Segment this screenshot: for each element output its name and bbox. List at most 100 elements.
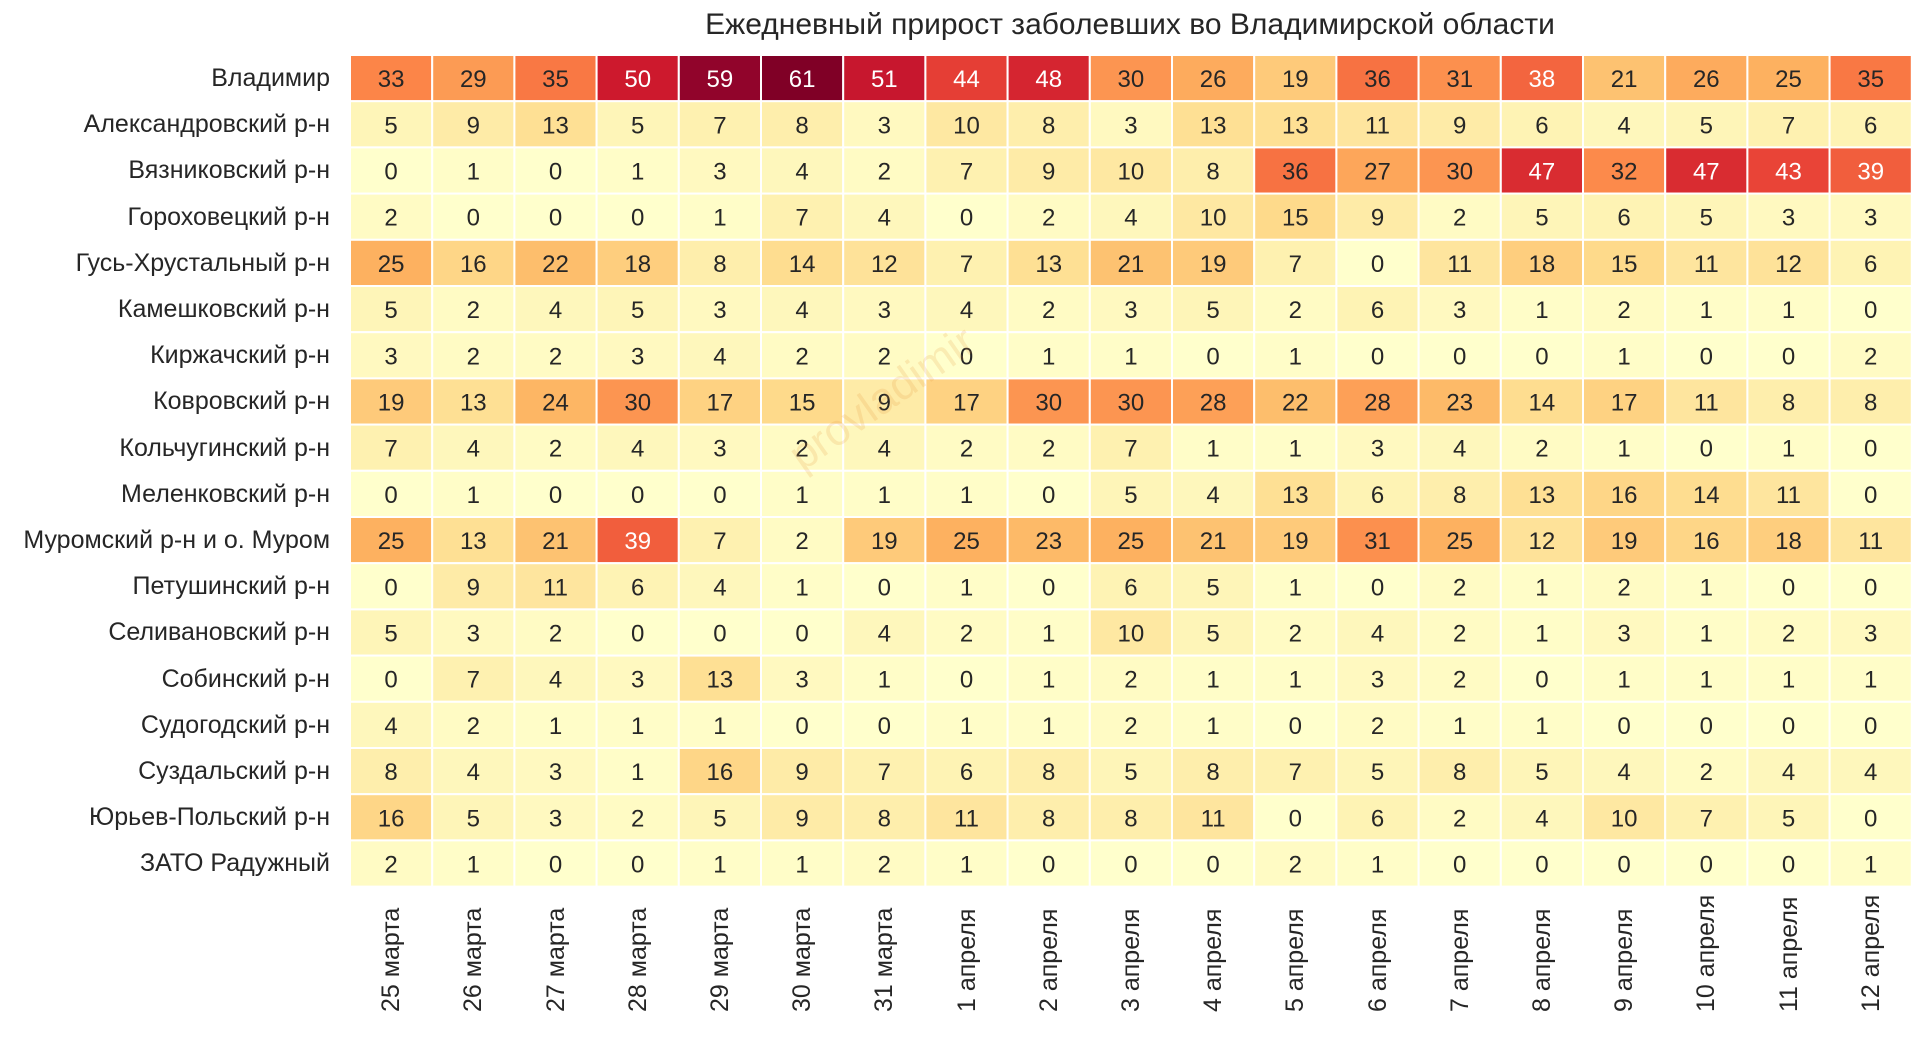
heatmap-cell bbox=[431, 839, 516, 888]
heatmap-cell-label: 3 bbox=[1453, 297, 1466, 324]
heatmap-cell bbox=[595, 54, 680, 103]
heatmap-cell-label: 5 bbox=[384, 112, 397, 139]
heatmap-cell-label: 1 bbox=[713, 852, 726, 879]
column-label: 25 марта bbox=[377, 907, 406, 1012]
heatmap-cell bbox=[760, 238, 845, 288]
heatmap-cell-label: 5 bbox=[1124, 759, 1137, 786]
heatmap-cell-label: 7 bbox=[1289, 251, 1302, 278]
heatmap-cell-label: 8 bbox=[1453, 759, 1466, 786]
row-label: ЗАТО Радужный bbox=[140, 849, 330, 878]
heatmap-cell bbox=[760, 146, 845, 195]
heatmap-cell-label: 4 bbox=[960, 297, 973, 324]
heatmap-cell-label: 0 bbox=[960, 343, 973, 370]
heatmap-cell-label: 7 bbox=[384, 436, 397, 463]
heatmap-cell-label: 0 bbox=[631, 205, 644, 232]
heatmap-cell bbox=[431, 516, 516, 565]
heatmap-cell bbox=[1253, 654, 1338, 703]
heatmap-cell-label: 6 bbox=[1617, 205, 1630, 232]
heatmap-cell-label: 0 bbox=[1782, 574, 1795, 601]
heatmap-cell bbox=[1171, 423, 1256, 472]
heatmap-cell-label: 13 bbox=[1200, 112, 1227, 139]
heatmap-cell-label: 3 bbox=[713, 297, 726, 324]
heatmap-cell-label: 6 bbox=[1864, 112, 1877, 139]
heatmap-cell-label: 2 bbox=[1453, 574, 1466, 601]
heatmap-cell-label: 10 bbox=[1118, 159, 1145, 186]
heatmap-cell bbox=[842, 608, 927, 657]
heatmap-cell bbox=[1746, 238, 1831, 288]
heatmap-cell-label: 11 bbox=[1201, 805, 1226, 832]
heatmap-cell bbox=[760, 423, 845, 472]
heatmap-cell bbox=[1417, 839, 1502, 888]
heatmap-cell-label: 0 bbox=[631, 621, 644, 648]
column-label: 5 апреля bbox=[1281, 908, 1310, 1012]
heatmap-cell bbox=[1828, 331, 1913, 380]
heatmap-cell bbox=[1088, 793, 1174, 842]
heatmap-cell-label: 4 bbox=[1124, 205, 1137, 232]
heatmap-cell-label: 61 bbox=[789, 66, 816, 93]
heatmap-cell-label: 0 bbox=[1782, 713, 1795, 740]
heatmap-cell-label: 28 bbox=[1364, 390, 1391, 417]
heatmap-cell bbox=[1417, 100, 1502, 149]
heatmap-cell-label: 35 bbox=[1857, 66, 1884, 93]
heatmap-cell-label: 0 bbox=[1371, 251, 1384, 278]
heatmap-cell-label: 1 bbox=[549, 713, 562, 740]
heatmap-cell-label: 21 bbox=[542, 528, 569, 555]
heatmap-cell bbox=[924, 469, 1009, 518]
heatmap-cell-label: 0 bbox=[549, 205, 562, 232]
heatmap-cell-label: 1 bbox=[1700, 574, 1713, 601]
heatmap-cell-label: 13 bbox=[1282, 482, 1309, 509]
heatmap-cell bbox=[924, 423, 1009, 472]
heatmap-cell-label: 1 bbox=[960, 482, 973, 509]
heatmap-cell-label: 0 bbox=[1617, 713, 1630, 740]
heatmap-cell-label: 3 bbox=[878, 112, 891, 139]
heatmap-cell bbox=[513, 562, 598, 611]
heatmap-cell-label: 14 bbox=[789, 251, 816, 278]
heatmap-cell bbox=[431, 146, 516, 195]
heatmap-cell bbox=[1417, 793, 1502, 842]
heatmap-cell-label: 4 bbox=[878, 205, 891, 232]
heatmap-cell bbox=[1088, 331, 1174, 380]
heatmap-cell-label: 5 bbox=[1124, 482, 1137, 509]
heatmap-cell-label: 11 bbox=[543, 574, 568, 601]
heatmap-cell bbox=[842, 516, 927, 565]
heatmap-cell-label: 5 bbox=[1206, 297, 1219, 324]
heatmap-cell-label: 6 bbox=[1124, 574, 1137, 601]
heatmap-cell bbox=[1582, 238, 1667, 288]
heatmap-cell-label: 0 bbox=[1782, 852, 1795, 879]
heatmap-cell-label: 39 bbox=[624, 528, 651, 555]
heatmap-cell bbox=[595, 146, 680, 195]
heatmap-cell bbox=[1582, 331, 1667, 380]
heatmap-cell-label: 1 bbox=[795, 482, 808, 509]
heatmap-cell-label: 14 bbox=[1529, 390, 1556, 417]
heatmap-cell-label: 2 bbox=[549, 621, 562, 648]
heatmap-cell-label: 19 bbox=[378, 390, 405, 417]
heatmap-cell bbox=[760, 839, 845, 888]
heatmap-cell-label: 47 bbox=[1529, 159, 1556, 186]
heatmap-cell-label: 3 bbox=[467, 621, 480, 648]
heatmap-cell-label: 4 bbox=[1864, 759, 1877, 786]
heatmap-cell bbox=[1664, 331, 1749, 380]
heatmap-cell-label: 4 bbox=[1617, 112, 1630, 139]
heatmap-cell-label: 1 bbox=[1700, 297, 1713, 324]
heatmap-cell-label: 17 bbox=[953, 390, 980, 417]
heatmap-cell-label: 1 bbox=[1206, 713, 1219, 740]
heatmap-cell-label: 2 bbox=[795, 436, 808, 463]
heatmap-cell-label: 0 bbox=[1124, 852, 1137, 879]
heatmap-cell-label: 0 bbox=[1453, 852, 1466, 879]
column-label: 12 апреля bbox=[1856, 894, 1885, 1012]
heatmap-cell bbox=[677, 839, 762, 888]
heatmap-cell-label: 19 bbox=[1282, 528, 1309, 555]
heatmap-cell-label: 33 bbox=[378, 66, 405, 93]
heatmap-cell-label: 13 bbox=[1282, 112, 1309, 139]
heatmap-cell bbox=[1171, 100, 1256, 149]
heatmap-cell-label: 0 bbox=[549, 159, 562, 186]
heatmap-cell bbox=[760, 331, 845, 380]
heatmap-cell bbox=[349, 608, 434, 657]
heatmap-cell bbox=[760, 700, 845, 749]
heatmap-cell bbox=[595, 700, 680, 749]
heatmap-cell-label: 1 bbox=[1535, 297, 1548, 324]
row-label: Кольчугинский р-н bbox=[119, 433, 330, 462]
heatmap-cell-label: 38 bbox=[1529, 66, 1556, 93]
heatmap-cell-label: 2 bbox=[1453, 805, 1466, 832]
